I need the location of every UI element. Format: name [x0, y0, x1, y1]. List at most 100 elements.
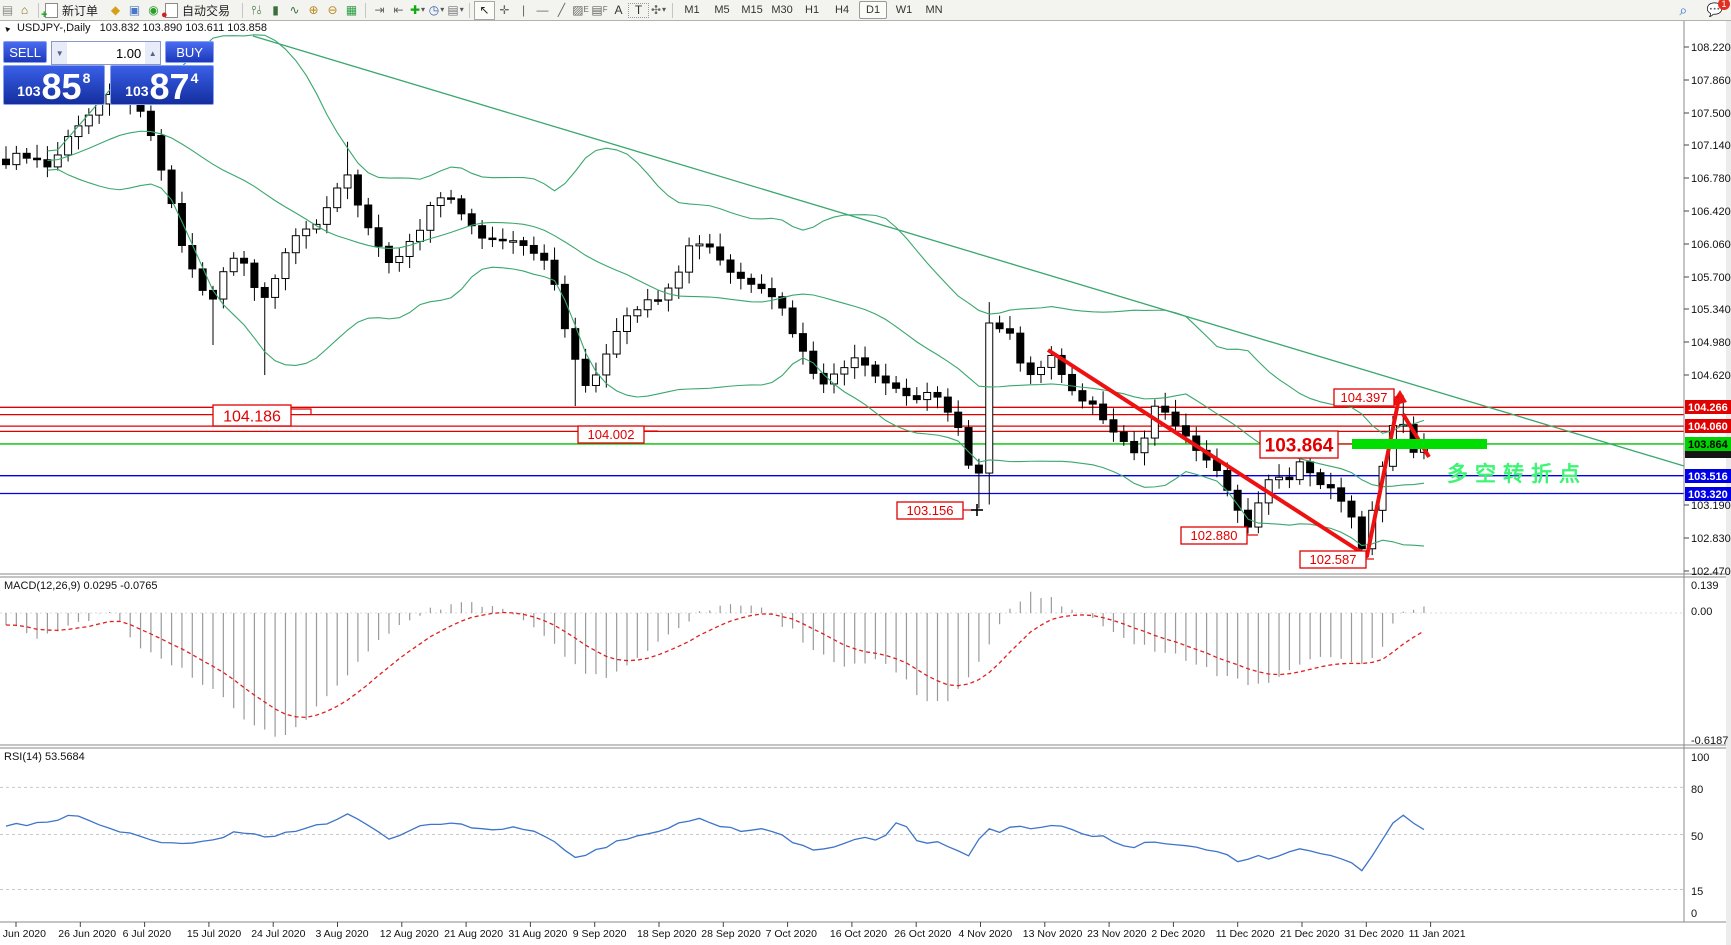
price-tick-label: 105.340: [1691, 304, 1731, 316]
bar-chart-mode-icon[interactable]: ⫯⫰: [251, 3, 262, 17]
candle-body: [923, 391, 932, 401]
auto-scroll-icon[interactable]: ⇤: [393, 3, 404, 17]
arrows-tool-icon[interactable]: ✣ ▾: [650, 3, 667, 17]
horizontal-line-tool-icon[interactable]: —: [536, 3, 549, 17]
price-annotation-box[interactable]: [1259, 430, 1339, 459]
new-order-button[interactable]: + 新订单: [41, 2, 106, 21]
zoom-out-icon[interactable]: ⊖: [327, 3, 338, 17]
candle-body: [674, 271, 683, 289]
buy-button[interactable]: BUY: [165, 41, 214, 63]
timeframe-W1[interactable]: W1: [895, 4, 913, 16]
rsi-axis-label: 50: [1691, 831, 1703, 843]
candle-body: [767, 288, 776, 298]
candle-body: [871, 364, 880, 377]
price-annotation-text: 104.186: [223, 408, 281, 425]
chart-shift-icon[interactable]: ⇥: [374, 3, 385, 17]
text-label-tool-icon[interactable]: T: [628, 2, 650, 18]
candle-body: [540, 252, 549, 261]
price-annotation-box[interactable]: [1180, 526, 1248, 545]
metaeditor-icon[interactable]: ◆: [110, 3, 121, 17]
chart-window-icon[interactable]: ▤: [1, 3, 14, 17]
price-tag-103.516: [1685, 469, 1731, 483]
signals-icon[interactable]: ◉: [148, 3, 159, 17]
timeframe-MN[interactable]: MN: [925, 4, 943, 16]
toolbar-separator: [672, 2, 674, 18]
crosshair-tool-icon[interactable]: ✛: [499, 3, 510, 17]
notifications-icon[interactable]: 💬 1: [1707, 0, 1730, 18]
buy-price-display[interactable]: 103 87 4: [109, 65, 214, 105]
timeframe-M15[interactable]: M15: [741, 4, 763, 16]
candle-body: [405, 240, 414, 257]
candle-body: [1326, 484, 1335, 489]
volume-input[interactable]: [67, 42, 146, 64]
timeframe-M5[interactable]: M5: [714, 4, 730, 16]
candle-body: [654, 299, 663, 302]
candle-body: [167, 169, 176, 205]
sell-button[interactable]: SELL: [3, 41, 48, 63]
candle-body: [1037, 366, 1045, 376]
zigzag-tail[interactable]: [1401, 412, 1431, 459]
zigzag-annotation[interactable]: [1046, 348, 1400, 558]
timeframe-H4[interactable]: H4: [835, 4, 850, 16]
candle-body: [933, 391, 942, 398]
autotrading-button[interactable]: ● 自动交易: [161, 2, 238, 21]
volume-control: ▼ ▲: [51, 41, 162, 65]
candle-body: [943, 396, 952, 413]
price-tag-103.864: [1685, 437, 1731, 451]
candle-body: [353, 174, 362, 206]
toolbar-separator: [242, 2, 244, 18]
turning-point-note[interactable]: 多空转折点: [1447, 463, 1587, 486]
profile-search-icon[interactable]: ⌂: [20, 3, 29, 17]
candle-body: [395, 255, 404, 263]
volume-decrease-button[interactable]: ▼: [52, 42, 68, 64]
timeframe-M30[interactable]: M30: [771, 4, 793, 16]
zoom-in-icon[interactable]: ⊕: [308, 3, 319, 17]
channel-tool-icon[interactable]: ▨ E: [572, 3, 589, 17]
timeframe-D1[interactable]: D1: [859, 1, 888, 19]
timeframe-M1[interactable]: M1: [684, 4, 700, 16]
strategy-tester-icon[interactable]: ▣: [128, 3, 141, 17]
price-tag-103.320: [1685, 487, 1731, 501]
candle-body: [509, 240, 518, 243]
price-annotation-box[interactable]: [896, 501, 964, 520]
candle-body: [1171, 411, 1180, 427]
candle-body: [840, 367, 849, 375]
price-tag-text: 104.266: [1688, 402, 1728, 414]
indicators-icon[interactable]: ✚ ▾: [409, 3, 426, 17]
sell-price-display[interactable]: 103 85 8: [3, 65, 105, 105]
candle-body: [1047, 354, 1056, 368]
search-icon[interactable]: ⌕: [1679, 1, 1688, 18]
candle-body: [384, 245, 393, 263]
periods-icon[interactable]: ◷ ▾: [428, 3, 445, 17]
candle-body: [1275, 476, 1284, 481]
line-chart-mode-icon[interactable]: ∿: [289, 3, 300, 17]
templates-icon[interactable]: ▤ ▾: [447, 3, 464, 17]
price-annotation-box[interactable]: [1333, 388, 1395, 407]
candle-body: [250, 262, 259, 288]
candle-body: [1357, 516, 1366, 550]
text-tool-icon[interactable]: A: [614, 3, 623, 17]
timeframe-H1[interactable]: H1: [805, 4, 820, 16]
price-annotation-box[interactable]: [212, 404, 292, 427]
notification-badge: 1: [1718, 0, 1730, 10]
trendline-tool-icon[interactable]: ╱: [557, 3, 566, 17]
candle-body: [736, 271, 745, 279]
candle-body: [912, 395, 921, 401]
candle-body: [229, 257, 238, 273]
candle-body: [1130, 440, 1139, 454]
price-annotation-box[interactable]: [1299, 550, 1367, 569]
candle-body: [74, 125, 83, 138]
volume-increase-button[interactable]: ▲: [145, 42, 161, 64]
cursor-tool-icon[interactable]: ↖: [474, 0, 496, 20]
fibonacci-tool-icon[interactable]: ▤ F: [591, 3, 608, 17]
vertical-line-tool-icon[interactable]: |: [521, 3, 526, 17]
candle-body: [954, 411, 963, 429]
price-annotation-box[interactable]: [577, 425, 645, 444]
candlestick-mode-icon[interactable]: ▮: [272, 3, 279, 17]
descending-trendline[interactable]: [252, 35, 1685, 467]
price-tag-text: 103.516: [1688, 471, 1728, 483]
green-level-bar[interactable]: [1352, 439, 1487, 449]
tile-windows-icon[interactable]: ▦: [345, 3, 358, 17]
one-click-toggle-icon[interactable]: ▲: [0, 22, 13, 35]
